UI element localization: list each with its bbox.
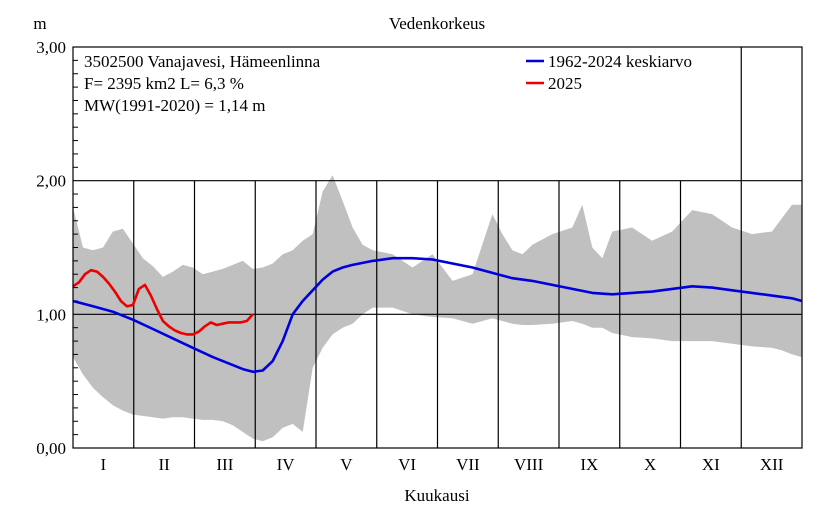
month-label: XII	[760, 455, 784, 474]
plot-frame	[72, 46, 803, 449]
y-axis-label: m	[33, 14, 46, 33]
month-label: IV	[277, 455, 296, 474]
y-axis: 0,00 1,00 2,00 3,00	[36, 38, 66, 458]
y-tick-label: 0,00	[36, 439, 66, 458]
month-label: X	[644, 455, 656, 474]
month-label: XI	[702, 455, 720, 474]
month-label: VI	[398, 455, 416, 474]
month-label: VII	[456, 455, 480, 474]
info-line: MW(1991-2020) = 1,14 m	[84, 96, 265, 115]
y-tick-label: 1,00	[36, 305, 66, 324]
grid	[73, 47, 802, 448]
x-axis-label: Kuukausi	[404, 486, 469, 505]
chart-title: Vedenkorkeus	[389, 14, 485, 33]
legend: 1962-2024 keskiarvo 2025	[526, 52, 692, 93]
month-label: I	[101, 455, 107, 474]
month-label: V	[340, 455, 353, 474]
series-line-mean	[72, 256, 803, 374]
info-line: F= 2395 km2 L= 6,3 %	[84, 74, 244, 93]
x-axis-months: I II III IV V VI VII VIII IX X XI XII	[101, 455, 784, 474]
series-layer	[72, 256, 803, 374]
month-label: II	[158, 455, 170, 474]
legend-label: 2025	[548, 74, 582, 93]
legend-label: 1962-2024 keskiarvo	[548, 52, 692, 71]
series-line-current	[72, 268, 254, 336]
station-info: 3502500 Vanajavesi, Hämeenlinna F= 2395 k…	[84, 52, 321, 115]
month-label: VIII	[514, 455, 544, 474]
y-tick-label: 2,00	[36, 172, 66, 191]
y-tick-label: 3,00	[36, 38, 66, 57]
month-label: IX	[580, 455, 598, 474]
month-label: III	[216, 455, 233, 474]
info-line: 3502500 Vanajavesi, Hämeenlinna	[84, 52, 321, 71]
